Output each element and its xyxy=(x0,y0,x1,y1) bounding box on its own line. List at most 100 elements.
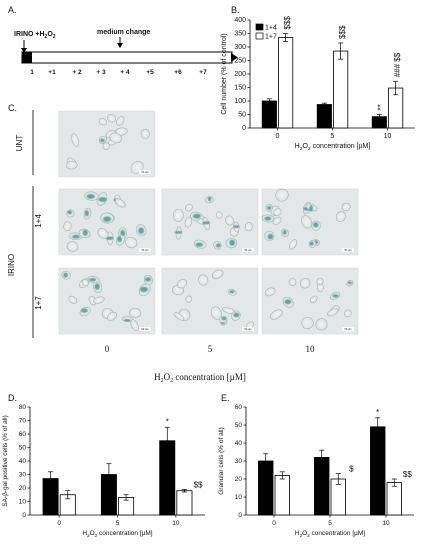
cell xyxy=(63,221,72,232)
panel-c-letter: C. xyxy=(8,103,17,113)
significance-mark: $$ xyxy=(194,480,203,489)
y-tick-label: 30 xyxy=(235,458,243,465)
significance-mark: ** xyxy=(376,104,385,110)
y-tick-label: 100 xyxy=(234,98,246,105)
bar xyxy=(278,37,294,129)
sa-beta-gal-stain xyxy=(174,230,183,234)
y-axis-label: SA-β-gal positive cells (% of all) xyxy=(2,415,9,507)
panel-a: A. IRINO +H2O2 medium change 1 +1 + 2 + 3 + … xyxy=(8,5,238,76)
scale-bar-label: 50 µm xyxy=(142,249,149,252)
sa-beta-gal-stain xyxy=(195,242,204,247)
sa-beta-gal-stain xyxy=(138,227,145,234)
bar xyxy=(316,104,332,129)
timeline-bar xyxy=(21,51,233,64)
sa-beta-gal-stain xyxy=(192,213,201,219)
x-axis-label: H2O2 concentration [µM] xyxy=(82,530,152,538)
bar xyxy=(176,490,193,516)
bar xyxy=(370,426,386,516)
y-tick-label: 20 xyxy=(235,476,243,483)
y-tick-label: 20 xyxy=(19,485,27,492)
sa-beta-gal-stain xyxy=(267,233,274,240)
bar xyxy=(261,100,277,129)
y-tick-label: 350 xyxy=(234,31,246,38)
y-axis-label: Cell number (% of control) xyxy=(221,33,228,114)
cell xyxy=(140,128,150,139)
micrograph: 50 µm xyxy=(58,110,156,178)
scale-bar-label: 50 µm xyxy=(245,328,252,331)
y-tick-label: 70 xyxy=(19,418,27,425)
cell xyxy=(129,307,142,318)
treatment-arrow-head xyxy=(21,48,27,53)
significance-mark: $$$ xyxy=(283,16,292,30)
sa-beta-gal-stain xyxy=(332,294,339,298)
cell xyxy=(106,311,117,321)
sa-beta-gal-stain xyxy=(229,290,235,294)
x-tick-label: 10 xyxy=(384,133,392,140)
y-tick-label: 60 xyxy=(19,431,27,438)
sa-beta-gal-stain xyxy=(221,316,227,321)
timeline-day-label: + 2 xyxy=(72,69,82,76)
sa-beta-gal-stain xyxy=(117,236,122,243)
timeline-day-labels: 1 +1 + 2 + 3 + 4 +5 +6 +7 xyxy=(30,69,207,76)
timeline-day-label: + 4 xyxy=(120,69,130,76)
scale-bar xyxy=(139,170,151,174)
cell xyxy=(68,295,78,304)
sa-beta-gal-stain xyxy=(71,234,80,239)
scale-bar xyxy=(139,327,151,331)
sa-beta-gal-stain xyxy=(67,210,73,215)
y-tick-label: 30 xyxy=(19,472,27,479)
medium-change-arrow-head xyxy=(117,43,123,48)
x-tick-label: 5 xyxy=(328,520,332,527)
y-tick-label: 60 xyxy=(235,404,243,411)
significance-mark: $ xyxy=(349,465,354,474)
sa-beta-gal-stain xyxy=(309,241,314,246)
bar xyxy=(314,456,330,516)
y-tick-label: 40 xyxy=(19,458,27,465)
timeline-day-label: 1 xyxy=(30,69,34,76)
significance-mark: $$$ xyxy=(338,25,347,39)
y-tick-label: 0 xyxy=(22,512,26,519)
sa-beta-gal-stain xyxy=(98,197,107,202)
panel-c-xlabel: H2O2 concentration [µM] xyxy=(154,372,246,384)
micrograph: 50 µm xyxy=(58,188,156,256)
micrograph: 50 µm xyxy=(58,267,156,335)
cell xyxy=(185,295,193,303)
cell xyxy=(71,133,79,148)
sa-beta-gal-stain xyxy=(202,221,211,225)
cell xyxy=(315,318,328,331)
x-tick-label: 0 xyxy=(57,520,61,527)
y-tick-label: 0 xyxy=(238,512,242,519)
significance-mark: * xyxy=(166,417,169,426)
cell xyxy=(177,279,188,289)
y-tick-label: 250 xyxy=(234,58,246,65)
micrograph: 50 µm xyxy=(161,267,259,335)
scale-bar-label: 50 µm xyxy=(345,249,352,252)
sa-beta-gal-stain xyxy=(347,281,352,285)
medium-change-label: medium change xyxy=(97,29,150,36)
sa-beta-gal-stain xyxy=(81,308,88,313)
y-tick-label: 50 xyxy=(19,445,27,452)
y-tick-label: 50 xyxy=(238,112,246,119)
sa-beta-gal-stain xyxy=(94,283,100,290)
cell xyxy=(184,216,193,228)
micrograph-background xyxy=(161,267,259,335)
timeline-arrow-head xyxy=(231,53,238,62)
cell xyxy=(184,204,193,212)
cell xyxy=(288,278,297,286)
panel-a-letter: A. xyxy=(8,5,17,15)
column-labels: 0 5 10 xyxy=(105,344,315,354)
bar xyxy=(333,50,349,129)
micrograph-grid: 50 µm 50 µm 50 µm 50 µm 50 µm 50 µm 50 µm xyxy=(58,110,359,335)
legend-swatch xyxy=(255,32,264,40)
significance-mark: ### $$ xyxy=(393,52,402,77)
sa-beta-gal-stain xyxy=(233,312,240,318)
sa-beta-gal-stain xyxy=(233,225,240,229)
cell xyxy=(93,296,105,304)
x-tick-label: 10 xyxy=(382,520,390,527)
legend-swatch xyxy=(255,23,264,31)
sa-beta-gal-stain xyxy=(89,277,97,282)
